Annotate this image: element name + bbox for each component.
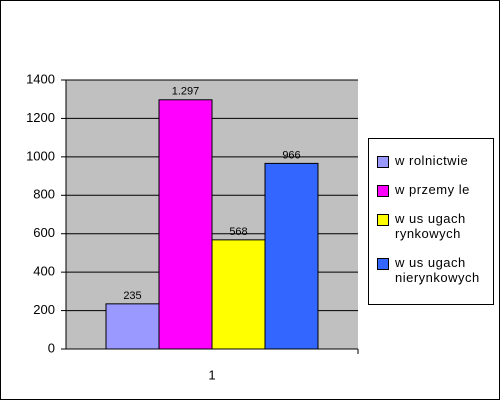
legend-label: w przemy le: [395, 182, 470, 197]
y-tick-label: 1200: [26, 110, 55, 125]
y-tick-label: 800: [33, 187, 55, 202]
y-tick-label: 1400: [26, 71, 55, 86]
legend-swatch: [377, 185, 389, 197]
legend-label: w rolnictwie: [395, 153, 469, 168]
legend-item: w przemy le: [377, 182, 489, 197]
value-label: 568: [229, 226, 247, 238]
legend-item: w us ugach nierynkowych: [377, 255, 489, 285]
legend-item: w us ugach rynkowych: [377, 211, 489, 241]
bar: [158, 99, 213, 350]
value-label: 1.297: [172, 86, 200, 98]
y-tick-label: 1000: [26, 148, 55, 163]
legend-label: w us ugach rynkowych: [395, 211, 466, 241]
y-tick-label: 0: [48, 340, 55, 355]
bar: [105, 303, 160, 350]
bar: [211, 239, 266, 350]
legend-swatch: [377, 214, 389, 226]
bar: [264, 162, 319, 350]
value-label: 235: [123, 290, 141, 302]
legend-swatch: [377, 258, 389, 270]
y-tick-label: 400: [33, 264, 55, 279]
x-tick-label: 1: [208, 367, 215, 382]
legend: w rolnictwie w przemy le w us ugach rynkow…: [368, 138, 494, 305]
y-tick-label: 600: [33, 225, 55, 240]
y-tick-label: 200: [33, 302, 55, 317]
legend-swatch: [377, 156, 389, 168]
value-label: 966: [282, 149, 300, 161]
legend-label: w us ugach nierynkowych: [395, 255, 480, 285]
legend-item: w rolnictwie: [377, 153, 489, 168]
